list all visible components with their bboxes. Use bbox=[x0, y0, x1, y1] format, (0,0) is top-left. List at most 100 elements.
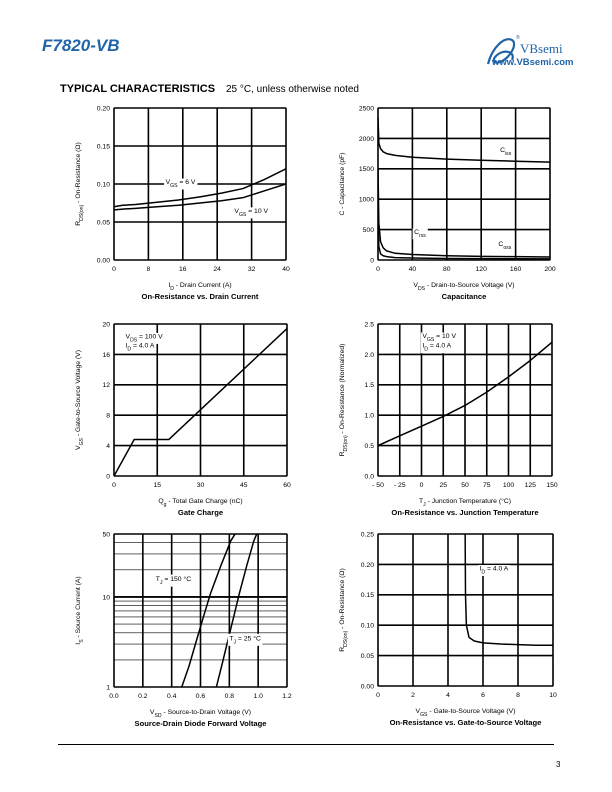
y-tick-label: 20 bbox=[102, 321, 110, 328]
series-group bbox=[464, 534, 553, 647]
x-tick-label: 40 bbox=[409, 266, 417, 273]
x-tick-label: 150 bbox=[546, 482, 558, 489]
series-group bbox=[114, 328, 287, 476]
footer-divider bbox=[58, 744, 554, 745]
y-tick-label: 1.0 bbox=[365, 413, 375, 420]
y-tick-label: 0.00 bbox=[97, 257, 110, 264]
x-axis-label: ID - Drain Current (A) bbox=[168, 282, 231, 292]
y-tick-label: 0.20 bbox=[361, 562, 374, 569]
registered-mark: ® bbox=[516, 34, 520, 41]
x-tick-label: 1.2 bbox=[282, 693, 292, 700]
chart-title: Source-Drain Diode Forward Voltage bbox=[135, 719, 267, 728]
annotation-background bbox=[498, 146, 514, 158]
annotation-v-gs-10-v: VGS = 10 V bbox=[234, 208, 268, 218]
y-tick-label: 0.5 bbox=[365, 443, 375, 450]
y-axis-label: C - Capacitance (pF) bbox=[339, 152, 346, 215]
x-tick-label: 4 bbox=[446, 692, 450, 699]
annotation-background bbox=[164, 178, 198, 190]
x-tick-label: 1.0 bbox=[253, 693, 263, 700]
plot-frame bbox=[377, 323, 553, 477]
plot-frame bbox=[377, 107, 551, 261]
chart-title: Gate Charge bbox=[178, 508, 223, 517]
chart-on-resistance-vs-junction-temperature: - 50 - 25 0 25 50 75 100 125 150 0.0 0.5 1.0 1.5 2.0 2… bbox=[339, 321, 558, 517]
logo-swoosh bbox=[486, 38, 516, 65]
section-title: TYPICAL CHARACTERISTICS bbox=[60, 83, 216, 95]
plot-frame bbox=[113, 533, 288, 688]
x-axis-label: TJ - Junction Temperature (°C) bbox=[419, 497, 511, 508]
annotation-background bbox=[478, 564, 511, 576]
plot-frame bbox=[113, 323, 288, 477]
chart-title: Capacitance bbox=[442, 292, 487, 301]
x-tick-label: 40 bbox=[282, 266, 290, 273]
series-line-v-gs-6-v bbox=[114, 168, 286, 208]
x-tick-label: 50 bbox=[461, 482, 469, 489]
x-tick-label: 0.0 bbox=[109, 693, 119, 700]
x-tick-label: 160 bbox=[510, 266, 522, 273]
x-tick-label: 32 bbox=[248, 266, 256, 273]
x-tick-label: 16 bbox=[179, 266, 187, 273]
annotation-background bbox=[412, 228, 428, 240]
x-tick-label: 0.8 bbox=[225, 693, 235, 700]
annotation-c-oss: Coss bbox=[498, 241, 511, 251]
x-tick-label: 8 bbox=[516, 692, 520, 699]
series-line-c-iss bbox=[378, 117, 550, 163]
y-tick-label: 0.15 bbox=[361, 592, 374, 599]
grid bbox=[113, 107, 287, 261]
annotation-background bbox=[124, 342, 157, 354]
annotation-background bbox=[232, 207, 271, 219]
x-tick-label: - 25 bbox=[394, 482, 406, 489]
y-tick-label: 500 bbox=[363, 227, 375, 234]
y-tick-label: 1000 bbox=[359, 197, 374, 204]
x-tick-label: 100 bbox=[503, 482, 515, 489]
y-tick-label: 0 bbox=[106, 473, 110, 480]
y-tick-label: 16 bbox=[102, 352, 110, 359]
annotation-background bbox=[420, 332, 458, 344]
series-line-t-j-150-c bbox=[181, 534, 236, 687]
x-axis-label: VDS - Drain-to-Source Voltage (V) bbox=[413, 282, 514, 292]
x-tick-label: 6 bbox=[481, 692, 485, 699]
y-axis-label: RDS(on) - On-Resistance (Ω) bbox=[75, 142, 85, 226]
x-tick-label: - 50 bbox=[372, 482, 384, 489]
y-tick-label: 0.20 bbox=[97, 105, 110, 112]
y-tick-label: 0.0 bbox=[365, 473, 375, 480]
grid bbox=[377, 323, 553, 477]
series-group bbox=[378, 341, 552, 447]
y-tick-label: 1 bbox=[106, 684, 110, 691]
y-tick-label: 0.25 bbox=[361, 531, 374, 538]
annotation-background bbox=[420, 342, 454, 354]
x-axis-label: VGS - Gate-to-Source Voltage (V) bbox=[416, 708, 516, 718]
x-tick-label: 10 bbox=[549, 692, 557, 699]
series-line-t-j-25-c bbox=[215, 534, 258, 687]
y-axis-label: IS - Source Current (A) bbox=[75, 576, 85, 644]
series-line-v-gs bbox=[114, 328, 287, 476]
x-tick-label: 0 bbox=[376, 692, 380, 699]
x-tick-label: 24 bbox=[213, 266, 221, 273]
x-tick-label: 8 bbox=[147, 266, 151, 273]
series-line-r-ds-on bbox=[464, 534, 553, 647]
x-tick-label: 30 bbox=[197, 482, 205, 489]
series-line-c-oss bbox=[378, 217, 550, 260]
brand-url[interactable]: www.VBsemi.com bbox=[492, 57, 574, 68]
annotation-i-d-4-0-a: ID = 4.0 A bbox=[480, 565, 509, 575]
x-tick-label: 0.6 bbox=[196, 693, 206, 700]
y-tick-label: 10 bbox=[102, 594, 110, 601]
y-tick-label: 2000 bbox=[359, 136, 374, 143]
y-tick-label: 0.05 bbox=[97, 219, 110, 226]
y-tick-label: 2.5 bbox=[365, 321, 375, 328]
grid bbox=[113, 533, 288, 688]
x-tick-label: 120 bbox=[476, 266, 488, 273]
section-subtitle: 25 °C, unless otherwise noted bbox=[226, 84, 359, 95]
y-tick-label: 8 bbox=[106, 413, 110, 420]
x-tick-label: 0 bbox=[112, 266, 116, 273]
y-tick-label: 0.10 bbox=[97, 181, 110, 188]
annotation-background bbox=[154, 574, 193, 587]
y-tick-label: 12 bbox=[102, 382, 110, 389]
annotation-v-gs-10-v: VGS = 10 V bbox=[422, 333, 456, 343]
page-number: 3 bbox=[556, 760, 561, 769]
annotation-c-iss: Ciss bbox=[500, 147, 512, 157]
y-tick-label: 4 bbox=[106, 443, 110, 450]
chart-title: On-Resistance vs. Junction Temperature bbox=[391, 508, 538, 517]
y-tick-label: 1500 bbox=[359, 166, 374, 173]
grid bbox=[377, 107, 551, 261]
chart-title: On-Resistance vs. Gate-to-Source Voltage bbox=[390, 718, 542, 727]
